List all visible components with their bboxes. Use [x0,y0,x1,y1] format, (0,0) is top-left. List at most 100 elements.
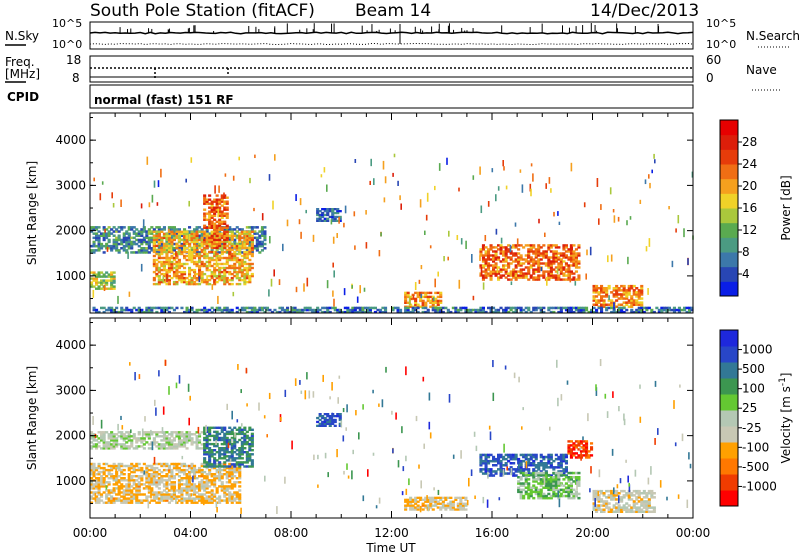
power-cell [507,274,511,277]
velocity-cell [225,444,229,448]
power-cell [110,310,114,314]
power-cell [170,236,174,240]
velocity-cell [454,496,458,499]
power-cell [175,262,179,266]
velocity-cell [215,470,219,474]
velocity-cell [205,428,209,431]
power-cell [260,232,264,235]
power-cell [228,248,232,252]
velocity-cell [175,462,179,466]
power-cell [552,268,556,271]
velocity-cell [414,506,418,509]
power-cell [210,256,214,260]
velocity-cell [132,466,136,470]
velocity-cell [97,464,101,468]
power-cell [218,220,222,223]
velocity-cell [97,491,101,494]
power-cell [562,246,566,249]
velocity-cell [248,442,252,446]
velocity-cell [512,472,516,475]
power-cell [165,268,169,272]
velocity-cell [142,443,146,446]
power-cell [411,306,415,310]
velocity-cell [145,431,149,434]
velocity-cell [130,499,134,502]
power-cell [585,273,587,280]
power-cell [497,272,501,275]
power-cell [228,266,232,270]
power-cell [552,274,556,277]
velocity-cell [230,464,234,468]
power-cell [223,222,227,225]
power-cell [250,262,254,266]
power-cell [547,306,551,310]
power-cell [562,278,566,281]
power-cell [487,250,491,253]
velocity-cell [509,455,513,459]
power-cell [331,217,335,220]
velocity-cell [122,499,126,502]
power-cell [215,244,219,248]
velocity-cell [492,474,496,477]
power-cell [552,310,556,314]
velocity-cell [424,506,428,509]
velocity-cell [160,443,164,446]
velocity-cell [487,470,491,473]
velocity-cell [248,447,252,450]
velocity-cell [130,475,134,478]
power-cell [240,236,244,240]
power-cell [487,306,491,310]
power-cell [107,234,111,237]
power-cell [336,233,338,239]
power-cell [205,280,209,284]
power-cell [512,260,516,263]
velocity-cell [160,439,164,442]
power-cell [213,262,217,266]
velocity-cell [152,493,156,496]
power-cell [260,308,264,312]
velocity-cell [414,502,418,505]
velocity-cell [549,466,553,469]
power-cell [203,238,207,242]
power-cell [200,264,204,268]
power-cell [466,308,470,312]
power-cell [203,250,207,254]
velocity-cell [120,433,124,436]
power-cell [481,308,485,312]
velocity-cell [225,477,229,480]
velocity-cell [115,481,119,484]
velocity-cell [492,455,496,459]
velocity-cell [125,435,129,438]
power-cell [208,260,212,264]
power-cell [127,308,131,312]
velocity-cell [318,418,322,422]
power-cell [107,273,111,276]
power-cell [625,297,629,300]
velocity-cell [150,487,154,490]
velocity-cell [180,491,184,494]
power-cell [532,278,536,281]
power-cell [152,238,156,242]
power-cell [504,252,508,255]
power-cell [286,306,290,310]
velocity-cell [95,483,99,486]
velocity-cell [185,493,189,496]
power-cell [230,228,234,231]
power-cell [167,226,171,229]
power-cell [167,246,171,250]
power-cell [567,278,571,281]
power-cell [167,260,171,264]
velocity-cell [484,462,488,465]
velocity-cell [544,470,548,473]
velocity-cell [529,455,533,459]
velocity-cell [240,449,244,452]
power-cell [117,295,119,304]
velocity-cell [534,471,538,475]
velocity-cell [233,481,237,484]
power-cell [459,308,463,312]
power-cell [562,244,566,247]
power-cell [190,282,194,286]
power-cell [250,244,254,248]
power-cell [494,272,498,275]
velocity-cell [175,466,179,470]
